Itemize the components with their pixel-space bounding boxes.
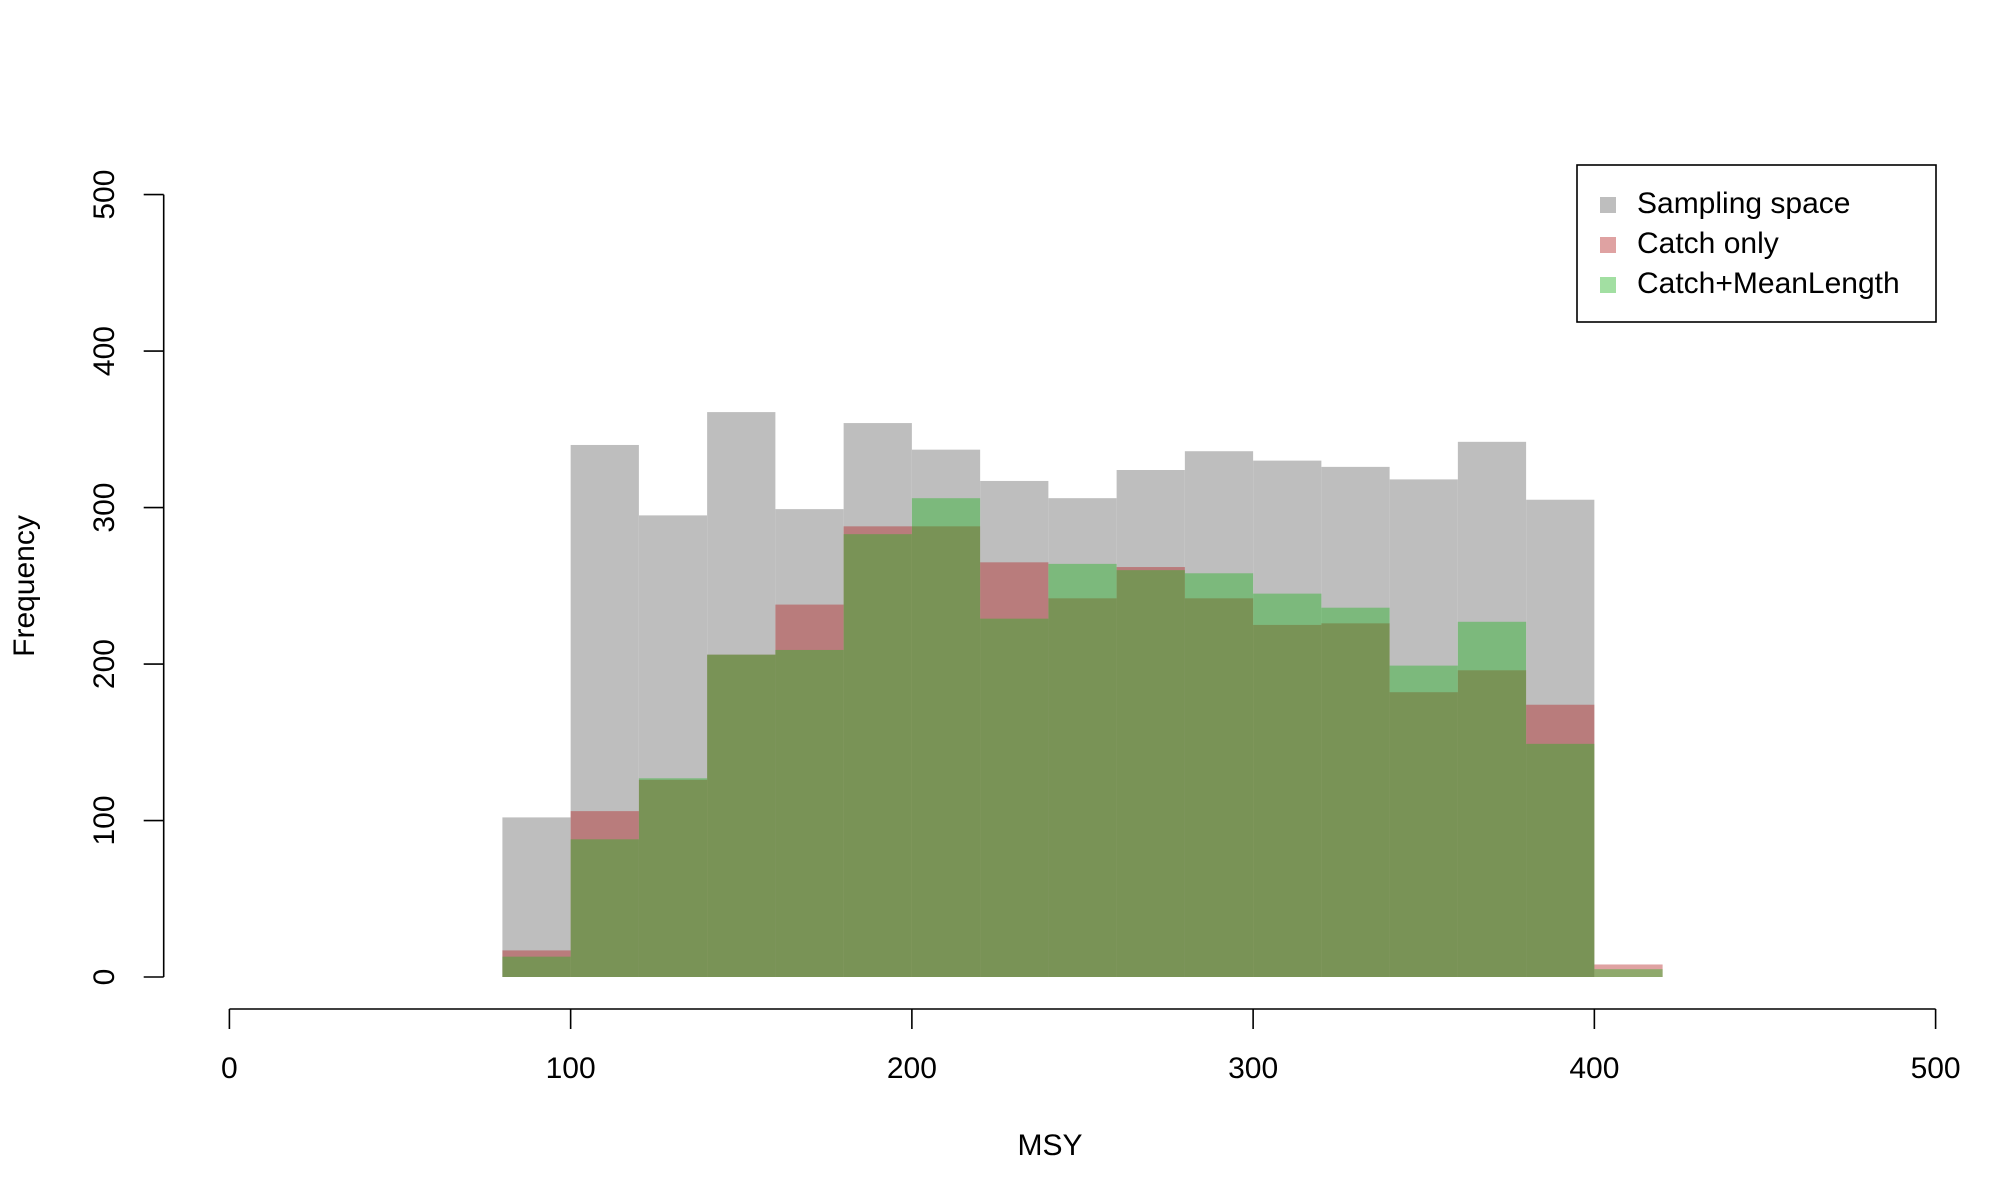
legend-swatch bbox=[1600, 277, 1616, 293]
histogram-bar bbox=[911, 498, 981, 977]
histogram-bar bbox=[1526, 704, 1595, 977]
y-axis-label: Frequency bbox=[8, 515, 41, 657]
histogram-bar bbox=[1389, 665, 1458, 977]
histogram-bar bbox=[843, 534, 912, 977]
y-tick-label: 0 bbox=[88, 969, 121, 986]
histogram-bar bbox=[1116, 570, 1185, 977]
histogram-bar bbox=[1253, 624, 1322, 977]
histogram-bar bbox=[1048, 498, 1117, 977]
bars bbox=[502, 412, 1663, 978]
x-tick-label: 300 bbox=[1228, 1052, 1278, 1085]
histogram-bar bbox=[1048, 598, 1117, 977]
histogram-bar bbox=[570, 444, 639, 977]
legend: Sampling space Catch only Catch+MeanLength bbox=[1576, 164, 1937, 323]
histogram-bar bbox=[1184, 598, 1254, 977]
histogram-bar bbox=[1526, 499, 1595, 977]
histogram-bar bbox=[707, 654, 776, 977]
histogram-bar bbox=[980, 618, 1049, 977]
histogram-bar bbox=[775, 604, 844, 977]
legend-box bbox=[1576, 164, 1937, 323]
y-tick-label: 200 bbox=[88, 639, 121, 689]
x-tick-label: 500 bbox=[1911, 1052, 1961, 1085]
legend-label: Catch+MeanLength bbox=[1637, 267, 1900, 300]
histogram-bar bbox=[707, 654, 776, 977]
histogram-bar bbox=[502, 956, 571, 977]
histogram-bar bbox=[1116, 567, 1185, 977]
histogram-bar bbox=[1321, 623, 1390, 977]
histogram-bar bbox=[911, 526, 981, 977]
histogram-bar bbox=[1321, 607, 1390, 977]
histogram-bar bbox=[1389, 479, 1458, 977]
histogram-bar bbox=[1457, 441, 1527, 978]
histogram-bar bbox=[1321, 466, 1390, 977]
histogram-bar bbox=[775, 649, 844, 977]
legend-label: Catch only bbox=[1637, 227, 1779, 260]
histogram-bar bbox=[570, 839, 639, 977]
legend-swatch bbox=[1600, 237, 1616, 253]
histogram-bar bbox=[1594, 964, 1663, 977]
histogram-bar bbox=[1457, 670, 1527, 977]
histogram-bar bbox=[980, 480, 1049, 977]
histogram-bar bbox=[502, 950, 571, 977]
histogram-bar bbox=[1116, 470, 1185, 977]
histogram-bar bbox=[1184, 451, 1254, 978]
y-tick-label: 100 bbox=[88, 795, 121, 845]
y-tick-label: 400 bbox=[88, 326, 121, 376]
x-tick-label: 400 bbox=[1569, 1052, 1619, 1085]
histogram-bar bbox=[1184, 573, 1254, 977]
histogram-bar bbox=[1594, 969, 1663, 977]
histogram-bar bbox=[1048, 563, 1117, 977]
histogram-bar bbox=[707, 412, 776, 978]
histogram-bar bbox=[1253, 460, 1322, 978]
histogram-bar bbox=[1389, 692, 1458, 977]
legend-swatch bbox=[1600, 197, 1616, 213]
axes: 0 100 200 300 400 500 0 100 200 300 400 500 bbox=[88, 170, 1961, 1085]
histogram-bar bbox=[1526, 743, 1595, 977]
histogram-bar bbox=[638, 515, 708, 977]
legend-label: Sampling space bbox=[1637, 187, 1850, 220]
histogram-bar bbox=[1457, 621, 1527, 977]
y-tick-label: 500 bbox=[88, 170, 121, 220]
x-tick-label: 0 bbox=[221, 1052, 238, 1085]
x-tick-label: 100 bbox=[546, 1052, 596, 1085]
y-tick-label: 300 bbox=[88, 483, 121, 533]
histogram-bar bbox=[980, 562, 1049, 977]
x-axis-label: MSY bbox=[1017, 1129, 1082, 1162]
histogram-bar bbox=[502, 817, 571, 977]
histogram-bar bbox=[911, 449, 981, 977]
histogram-bar bbox=[570, 811, 639, 977]
histogram-bar bbox=[1253, 593, 1322, 977]
histogram-bar bbox=[638, 779, 708, 977]
histogram-bar bbox=[638, 778, 708, 977]
histogram-bar bbox=[775, 509, 844, 977]
histogram-bar bbox=[843, 423, 912, 977]
x-tick-label: 200 bbox=[887, 1052, 937, 1085]
histogram-bar bbox=[843, 526, 912, 977]
